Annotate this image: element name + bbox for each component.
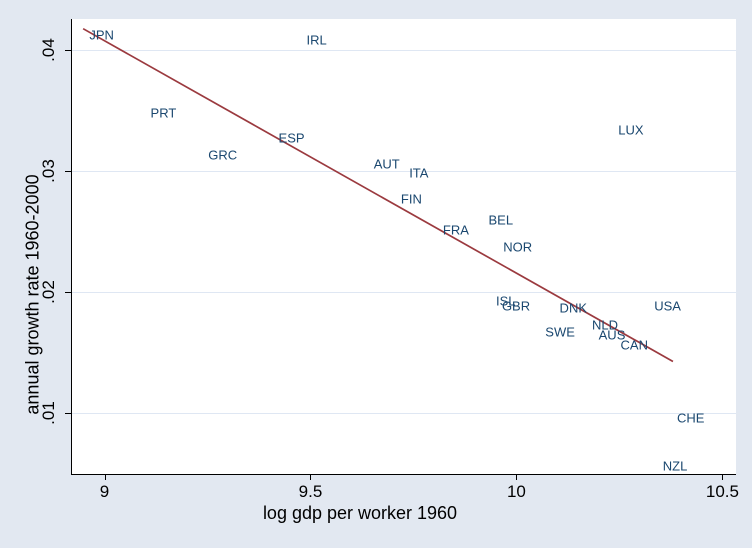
country-label-fin: FIN	[400, 191, 422, 207]
x-tick-mark	[516, 474, 518, 480]
y-tick-label: .02	[36, 262, 62, 322]
x-tick-label: 10	[506, 482, 526, 501]
country-label-prt: PRT	[150, 105, 177, 121]
y-gridline	[72, 413, 736, 415]
country-label-nor: NOR	[503, 239, 533, 254]
y-tick-label: .04	[36, 20, 62, 80]
plot-inner: .01 .02 .03 .04 9 9.5 10 10.5 JPN IRL PRT ESP GRC LUX…	[39, 19, 739, 501]
country-label-gbr: GBR	[501, 298, 531, 314]
y-tick-mark	[65, 413, 71, 415]
country-label-aut: AUT	[373, 156, 400, 172]
country-label-nzl: NZL	[662, 458, 688, 474]
country-label-can: CAN	[620, 337, 648, 353]
country-label-esp: ESP	[278, 130, 305, 146]
y-tick-label-text: .02	[38, 280, 58, 305]
country-label-irl: IRL	[306, 32, 327, 48]
y-tick-label-text: .01	[38, 401, 58, 426]
y-tick-label: .01	[36, 383, 62, 443]
country-label-aus: AUS	[598, 327, 626, 343]
y-tick-mark	[65, 171, 71, 173]
regression-fit-line	[83, 29, 673, 362]
y-gridline	[72, 292, 736, 294]
x-tick-mark	[104, 474, 106, 480]
y-tick-label: .03	[36, 141, 62, 201]
country-label-lux: LUX	[618, 122, 644, 138]
fit-line-layer	[72, 19, 736, 474]
country-label-ita: ITA	[409, 165, 429, 181]
y-tick-mark	[65, 292, 71, 294]
y-tick-label-text: .04	[38, 38, 58, 63]
country-label-usa: USA	[654, 298, 681, 314]
country-label-dnk: DNK	[559, 300, 588, 316]
plot-area: .01 .02 .03 .04 9 9.5 10 10.5 JPN IRL PRT ESP GRC LUX…	[39, 19, 739, 501]
x-tick-label: 9	[99, 482, 110, 501]
country-label-jpn: JPN	[89, 27, 114, 43]
y-tick-label-text: .03	[38, 159, 58, 184]
country-label-isl: ISL	[495, 293, 516, 309]
country-label-che: CHE	[676, 410, 705, 426]
y-gridline	[72, 50, 736, 52]
x-axis-title: log gdp per worker 1960	[262, 503, 458, 523]
country-label-swe: SWE	[545, 324, 575, 340]
country-label-bel: BEL	[488, 212, 514, 228]
x-tick-label: 10.5	[705, 482, 739, 501]
x-tick-mark	[310, 474, 312, 480]
country-label-nld: NLD	[591, 317, 619, 333]
x-tick-mark	[722, 474, 724, 480]
country-label-fra: FRA	[442, 222, 469, 238]
x-tick-label: 9.5	[298, 482, 323, 501]
y-tick-mark	[65, 50, 71, 52]
country-label-grc: GRC	[208, 147, 238, 163]
y-gridline	[72, 171, 736, 173]
